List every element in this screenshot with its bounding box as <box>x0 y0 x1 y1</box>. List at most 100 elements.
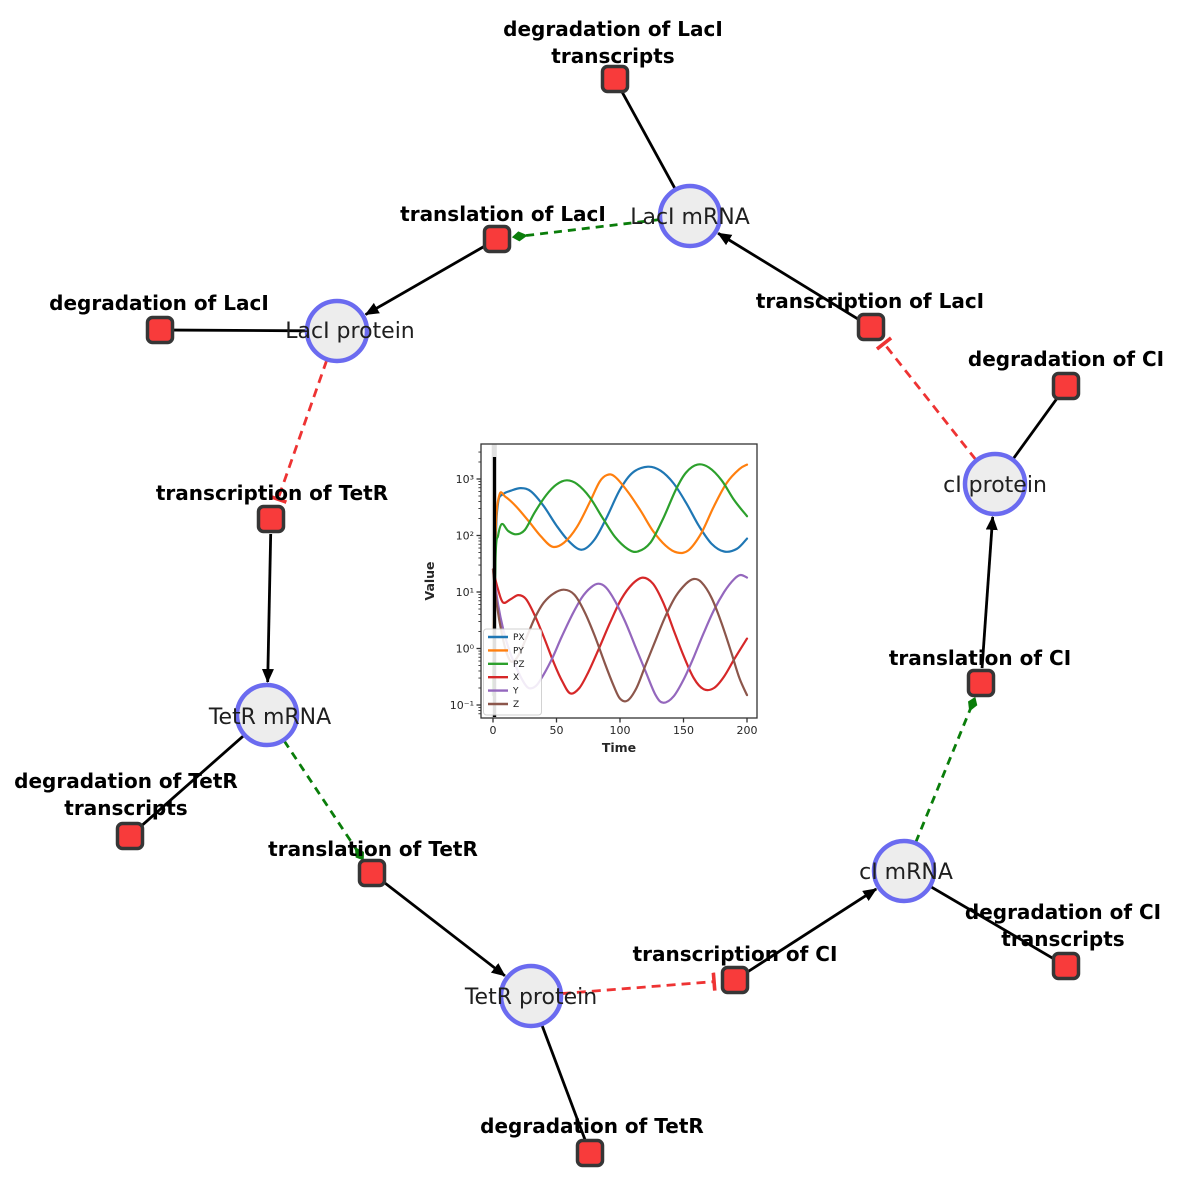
reaction-square[interactable] <box>966 668 996 698</box>
edge-production-translation_ci-to-ci_protein <box>980 515 998 669</box>
x-tick-label: 100 <box>610 724 631 737</box>
species-circle[interactable] <box>871 838 937 904</box>
species-circle[interactable] <box>234 682 300 748</box>
species-node-ci-mrna[interactable] <box>871 838 937 904</box>
reaction-label-translation-tetr: translation of TetR <box>268 837 478 861</box>
labels-layer: LacI mRNA LacI protein cI protein TetR mRNA… <box>14 17 1164 1138</box>
x-axis-label: Time <box>602 740 636 755</box>
series-line-px <box>491 465 749 697</box>
legend-entry-label: Z <box>513 700 519 710</box>
reaction-label-transcription-tetr: transcription of TetR <box>156 481 388 505</box>
edge-catalysis-ci_mrna-to-translation_ci <box>914 696 978 843</box>
species-circle[interactable] <box>962 451 1028 517</box>
species-label-laci-mrna: LacI mRNA <box>630 205 750 230</box>
edge-inhibition-tetr_protein-to-transcription_ci <box>561 972 717 995</box>
edge-catalysis-tetr_mrna-to-translation_tetr <box>282 740 364 861</box>
reaction-node-translation-ci[interactable] <box>966 668 996 698</box>
species-node-ci-protein[interactable] <box>962 451 1028 517</box>
edge-degradation-laci_mrna-to-deg_laci_transcripts <box>620 90 677 190</box>
edge-degradation-tetr_protein-to-deg_tetr <box>540 1024 587 1141</box>
reaction-node-deg-laci[interactable] <box>145 315 175 345</box>
x-tick-label: 50 <box>550 724 564 737</box>
reaction-square[interactable] <box>256 504 286 534</box>
edges-layer <box>139 90 1059 1141</box>
reaction-label-transcription-laci: transcription of LacI <box>756 289 984 313</box>
edge-production-transcription_laci-to-laci_mrna <box>717 232 859 321</box>
reaction-square[interactable] <box>357 858 387 888</box>
y-tick-label: 10³ <box>456 473 474 486</box>
reaction-label-deg-ci: degradation of CI <box>968 347 1164 371</box>
y-axis-label: Value <box>422 561 437 600</box>
edge-production-translation_laci-to-laci_protein <box>364 245 485 316</box>
species-circle[interactable] <box>304 298 370 364</box>
species-label-ci-mrna: cI mRNA <box>859 860 953 885</box>
edge-degradation-laci_protein-to-deg_laci <box>173 328 307 333</box>
reaction-label-deg-tetr-transcripts: degradation of TetR transcripts <box>14 769 238 820</box>
reaction-label-deg-laci-transcripts: degradation of LacI transcripts <box>503 17 723 68</box>
edge-production-transcription_ci-to-ci_mrna <box>746 887 878 974</box>
reaction-label-translation-laci: translation of LacI <box>400 202 606 226</box>
reaction-square[interactable] <box>575 1138 605 1168</box>
reaction-label-deg-tetr: degradation of TetR <box>480 1114 704 1138</box>
y-tick-label: 10² <box>456 530 474 543</box>
species-label-ci-protein: cI protein <box>943 473 1047 498</box>
legend-entry-label: Y <box>512 687 519 697</box>
edge-degradation-ci_mrna-to-deg_ci_transcripts <box>930 885 1055 961</box>
plot-spines <box>480 443 758 719</box>
series-line-py <box>491 463 749 697</box>
reaction-square[interactable] <box>1051 951 1081 981</box>
reaction-node-translation-laci[interactable] <box>482 224 512 254</box>
plot-legend: PX PY PZ XYZ <box>483 628 542 716</box>
species-label-tetr-protein: TetR protein <box>464 985 597 1010</box>
edge-inhibition-ci_protein-to-transcription_laci <box>875 336 977 461</box>
edge-degradation-ci_protein-to-deg_ci <box>1012 396 1059 460</box>
species-circle[interactable] <box>657 183 723 249</box>
series-line-x <box>491 568 749 695</box>
x-tick-label: 0 <box>490 724 497 737</box>
reaction-square[interactable] <box>115 821 145 851</box>
species-circle[interactable] <box>498 963 564 1029</box>
reaction-node-translation-tetr[interactable] <box>357 858 387 888</box>
reaction-node-deg-tetr-transcripts[interactable] <box>115 821 145 851</box>
reaction-square[interactable] <box>1051 371 1081 401</box>
reaction-node-transcription-laci[interactable] <box>856 312 886 342</box>
reaction-square[interactable] <box>145 315 175 345</box>
edge-production-transcription_tetr-to-tetr_mrna <box>261 533 274 684</box>
reaction-square[interactable] <box>600 64 630 94</box>
y-tick-label: 10⁰ <box>456 643 475 656</box>
legend-entry-label: PX <box>513 633 525 643</box>
reaction-node-transcription-tetr[interactable] <box>256 504 286 534</box>
simulation-plot: 0 50 100 150 200 10³ 10² 10¹ 10⁰ 10⁻¹ Time Value PX P… <box>422 443 758 755</box>
species-node-tetr-protein[interactable] <box>498 963 564 1029</box>
reaction-square[interactable] <box>856 312 886 342</box>
species-node-laci-protein[interactable] <box>304 298 370 364</box>
legend-entry-label: X <box>513 673 519 683</box>
edge-production-translation_tetr-to-tetr_protein <box>383 881 506 977</box>
species-node-tetr-mrna[interactable] <box>234 682 300 748</box>
edge-degradation-tetr_mrna-to-deg_tetr_transcripts <box>139 734 245 828</box>
reaction-node-deg-ci[interactable] <box>1051 371 1081 401</box>
species-node-laci-mrna[interactable] <box>657 183 723 249</box>
reaction-node-deg-ci-transcripts[interactable] <box>1051 951 1081 981</box>
reaction-node-deg-tetr[interactable] <box>575 1138 605 1168</box>
species-label-tetr-mrna: TetR mRNA <box>208 705 331 730</box>
edge-inhibition-laci_protein-to-transcription_tetr <box>268 359 329 504</box>
reaction-label-deg-ci-transcripts: degradation of CI transcripts <box>965 900 1161 951</box>
edge-catalysis-laci_mrna-to-translation_laci <box>511 218 660 242</box>
reaction-label-transcription-ci: transcription of CI <box>633 942 838 966</box>
reaction-label-translation-ci: translation of CI <box>889 646 1071 670</box>
nodes-layer <box>115 64 1081 1168</box>
plot-curves <box>491 463 749 704</box>
legend-entry-label: PY <box>513 646 524 656</box>
reaction-square[interactable] <box>720 965 750 995</box>
y-tick-label: 10¹ <box>456 586 474 599</box>
reaction-node-deg-laci-transcripts[interactable] <box>600 64 630 94</box>
reaction-square[interactable] <box>482 224 512 254</box>
y-tick-label: 10⁻¹ <box>450 699 474 712</box>
x-tick-label: 150 <box>673 724 694 737</box>
reaction-node-transcription-ci[interactable] <box>720 965 750 995</box>
x-tick-label: 200 <box>737 724 758 737</box>
species-label-laci-protein: LacI protein <box>285 319 415 344</box>
